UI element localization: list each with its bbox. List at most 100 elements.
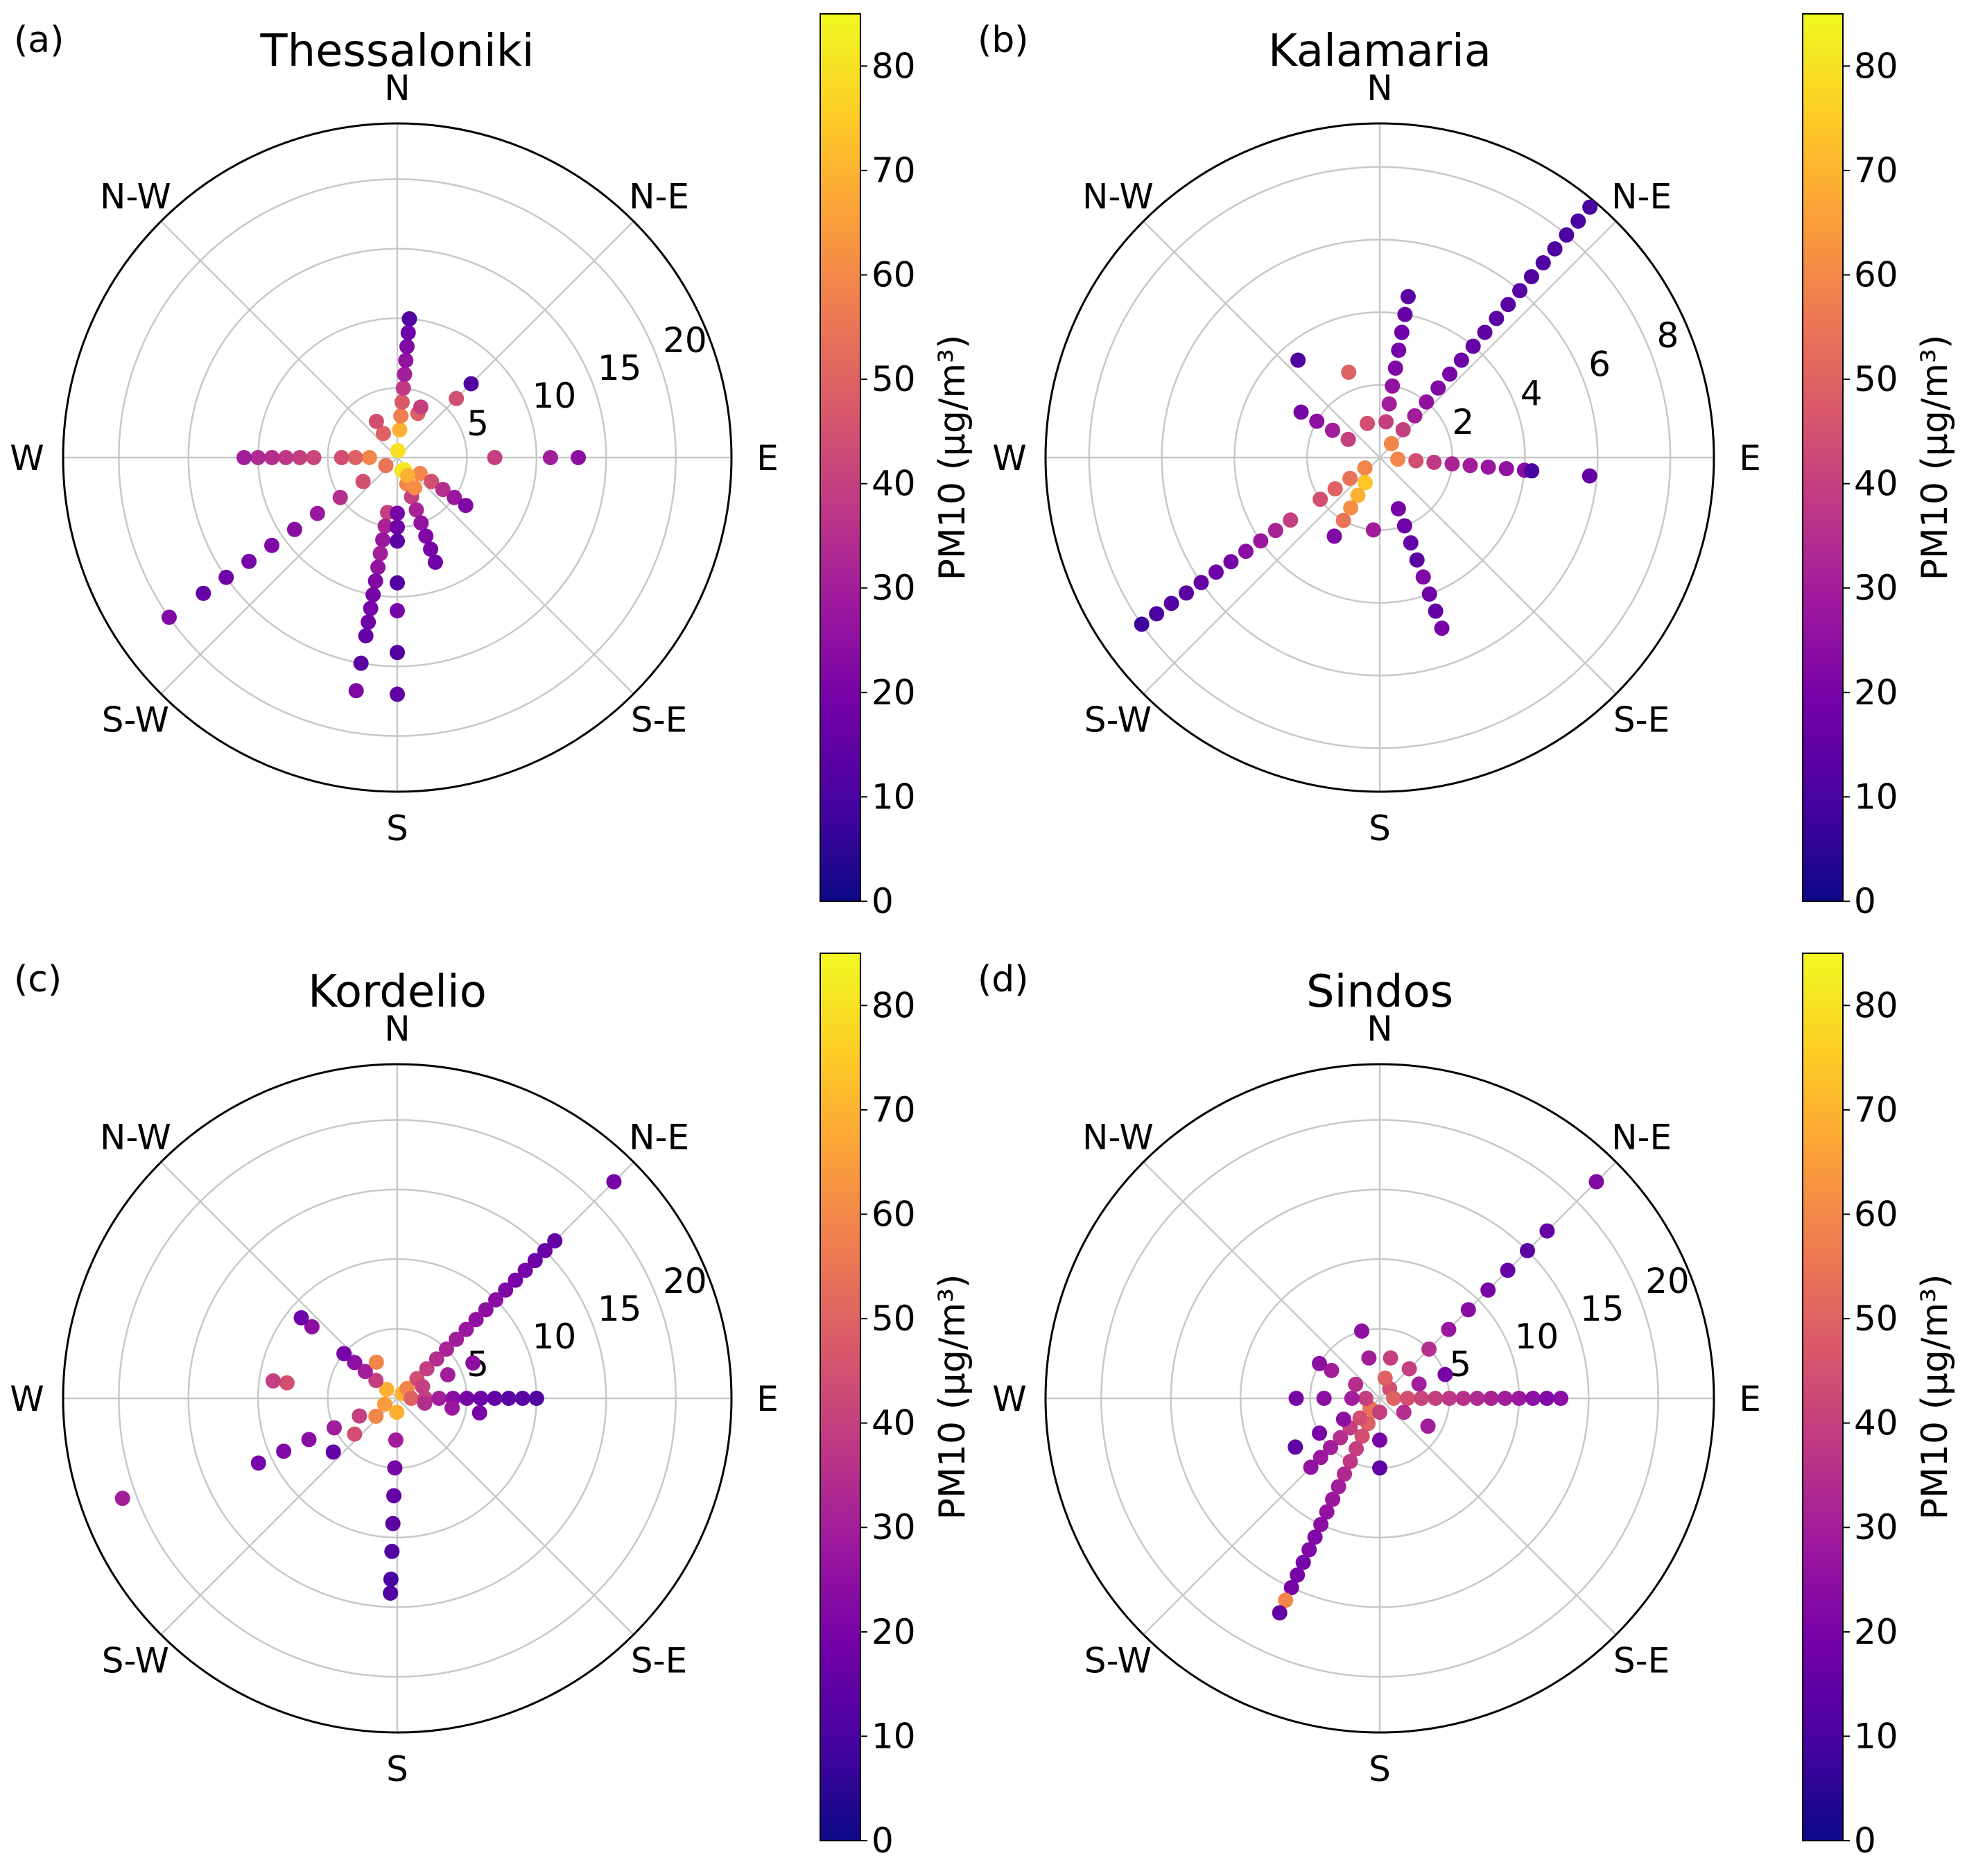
- colorbar: 0 10 20 30 40 50 60 70 80 PM10 (μg/m³): [820, 953, 973, 1861]
- data-point: [370, 559, 386, 575]
- direction-label: S-W: [1084, 1641, 1152, 1681]
- colorbar-tick-label: 10: [872, 776, 916, 817]
- data-point: [465, 1355, 481, 1371]
- data-point: [401, 311, 417, 327]
- polar-axes: 5 10 15 20 N N-E E S-E S S-W W N-W: [992, 1009, 1761, 1789]
- colorbar-tick-label: 20: [1854, 1612, 1898, 1652]
- data-point: [444, 1400, 460, 1416]
- data-point: [1386, 1391, 1402, 1406]
- data-point: [1582, 468, 1597, 484]
- data-point: [1553, 1391, 1569, 1406]
- grid-spoke: [1143, 1161, 1380, 1399]
- data-point: [1290, 352, 1306, 368]
- data-point: [218, 569, 234, 585]
- radial-tick-label: 10: [532, 376, 577, 416]
- data-point: [390, 602, 405, 618]
- data-point: [395, 380, 411, 396]
- data-point: [1497, 1391, 1513, 1406]
- data-point: [1324, 1362, 1340, 1378]
- direction-label: N: [384, 68, 410, 108]
- data-point: [276, 1443, 292, 1459]
- data-point: [390, 575, 405, 591]
- grid-spoke: [160, 457, 398, 695]
- data-point: [1547, 241, 1563, 257]
- data-point: [1327, 481, 1343, 497]
- data-point: [383, 1585, 399, 1601]
- data-point: [1400, 288, 1416, 304]
- data-point: [1372, 1432, 1387, 1448]
- data-point: [348, 683, 364, 699]
- panel-title: Kordelio: [308, 966, 487, 1018]
- data-point: [1409, 552, 1425, 568]
- radial-tick-label: 15: [598, 348, 642, 388]
- data-point: [333, 450, 349, 465]
- data-point: [279, 1375, 295, 1391]
- data-point: [1303, 1459, 1319, 1475]
- data-point: [293, 1310, 309, 1326]
- data-point: [1500, 297, 1516, 313]
- data-point: [478, 1302, 494, 1318]
- data-point: [347, 1426, 363, 1442]
- radial-tick-label: 20: [663, 1261, 707, 1301]
- data-point: [1400, 1391, 1416, 1406]
- grid-spoke: [1379, 1398, 1617, 1635]
- data-point: [1469, 1391, 1485, 1406]
- data-point: [415, 1379, 431, 1395]
- direction-label: S-W: [1084, 700, 1152, 740]
- colorbar-tick-label: 80: [872, 985, 916, 1025]
- data-point: [368, 1408, 384, 1424]
- data-point: [1319, 1504, 1335, 1520]
- data-point: [1324, 422, 1340, 438]
- data-point: [508, 1272, 523, 1288]
- data-point: [1313, 1517, 1329, 1533]
- direction-label: E: [1739, 1379, 1761, 1419]
- data-point: [413, 515, 429, 531]
- data-point: [1462, 458, 1478, 474]
- data-point: [397, 366, 413, 382]
- grid-spoke: [160, 220, 398, 458]
- colorbar-tick-label: 20: [872, 672, 916, 713]
- data-point: [1312, 1425, 1328, 1441]
- colorbar-tick-label: 70: [872, 1090, 916, 1130]
- data-point: [250, 1455, 266, 1471]
- grid-spoke: [397, 220, 634, 458]
- colorbar-tick-label: 40: [1854, 464, 1898, 504]
- data-point: [161, 609, 177, 625]
- colorbar-label: PM10 (μg/m³): [1914, 335, 1956, 581]
- data-point: [1385, 378, 1401, 394]
- data-point: [449, 1331, 465, 1347]
- panel-title: Thessaloniki: [259, 26, 534, 77]
- colorbar-label: PM10 (μg/m³): [932, 1274, 973, 1520]
- data-point: [390, 533, 405, 549]
- radial-tick-label: 8: [1657, 315, 1679, 356]
- data-point: [358, 628, 374, 644]
- data-point: [326, 1420, 342, 1436]
- direction-label: S-E: [631, 700, 687, 740]
- data-point: [1301, 1542, 1317, 1558]
- data-point: [1442, 366, 1458, 382]
- data-point: [1414, 1391, 1430, 1406]
- data-point: [1307, 1529, 1323, 1545]
- data-point: [527, 1253, 543, 1269]
- data-point: [368, 1373, 384, 1389]
- data-point: [386, 1488, 402, 1504]
- direction-label: N-W: [100, 176, 171, 216]
- direction-label: W: [992, 1379, 1026, 1419]
- data-point: [264, 450, 280, 465]
- colorbar-tick-label: 60: [1854, 1194, 1898, 1234]
- data-point: [571, 450, 587, 465]
- direction-label: N-W: [100, 1117, 171, 1157]
- data-point: [304, 1319, 320, 1335]
- grid-spoke: [397, 457, 634, 695]
- panel-kalamaria: (b) Kalamaria 2 4 6 8 N N-E E S-E S S-W W N-W 0 10 20…: [978, 13, 1956, 921]
- data-point: [1588, 1174, 1604, 1190]
- data-point: [377, 518, 393, 534]
- colorbar-tick-label: 70: [1854, 1090, 1898, 1130]
- data-point: [390, 519, 405, 535]
- data-point: [361, 614, 376, 630]
- data-point: [1396, 518, 1412, 534]
- data-point: [1408, 453, 1424, 469]
- direction-label: N-W: [1082, 176, 1154, 216]
- data-point: [383, 1571, 399, 1587]
